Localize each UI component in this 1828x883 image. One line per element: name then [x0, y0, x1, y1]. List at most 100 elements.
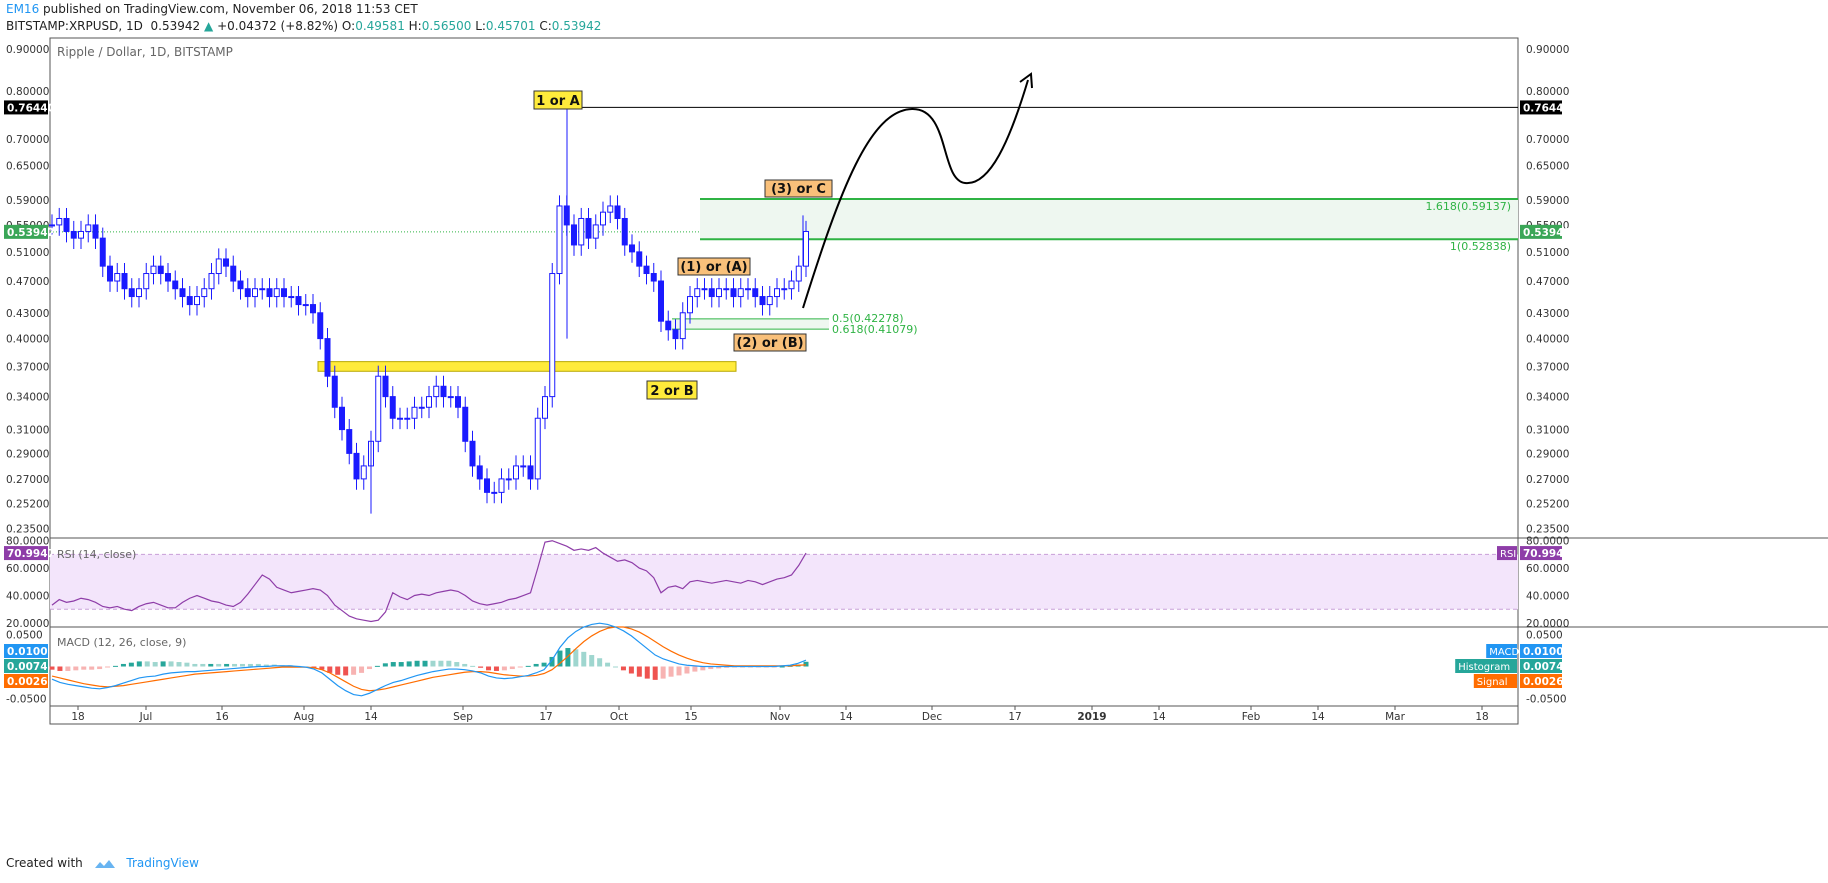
candle-body — [549, 273, 556, 398]
candle-body — [665, 320, 672, 331]
rsi-tick-label: 40.0000 — [1526, 591, 1569, 603]
candle-body — [505, 478, 512, 481]
macd-histogram-bar — [168, 661, 174, 667]
macd-histogram-bar — [509, 666, 515, 670]
macd-histogram-bar — [327, 666, 333, 673]
macd-value-tag: 0.0100 — [1523, 646, 1564, 658]
rsi-last-tag-left-bg — [4, 546, 48, 561]
wave-label-box — [677, 257, 751, 276]
macd-histogram-bar — [668, 666, 674, 677]
macd-histogram-bar — [660, 666, 666, 679]
macd-histogram-bar — [724, 666, 730, 668]
resistance-tag-left-bg — [4, 100, 48, 115]
macd-histogram-bar — [160, 661, 166, 667]
candle-body — [92, 224, 99, 239]
close-label: C: — [539, 19, 552, 33]
price-tick-label: 0.25200 — [1526, 499, 1569, 511]
candle-body — [317, 312, 324, 340]
wave-label-box — [764, 179, 833, 198]
candle-body — [788, 280, 795, 290]
tradingview-link[interactable]: TradingView — [126, 856, 199, 870]
candle-body — [658, 280, 664, 322]
open-label: O: — [341, 19, 356, 33]
macd-histogram-bar — [224, 663, 230, 667]
candle-body — [672, 329, 679, 340]
macd-histogram-bar — [446, 660, 452, 667]
macd-histogram-bar — [239, 663, 245, 667]
price-tick-label-left: 0.31000 — [6, 425, 49, 437]
candle-body — [331, 375, 338, 408]
price-tick-label: 0.37000 — [1526, 361, 1569, 373]
chart-title: Ripple / Dollar, 1D, BITSTAMP — [57, 45, 233, 59]
candle-body — [520, 465, 527, 468]
rsi-name-tag: RSI — [1500, 549, 1516, 560]
chart-area[interactable]: 0.90000 0.90000 0.80000 0.80000 0.70000 0.700… — [0, 0, 1828, 840]
macd-histogram-bar — [493, 666, 499, 671]
macd-histogram-bar — [89, 666, 95, 670]
macd-histogram-bar — [636, 666, 642, 677]
candle-body — [426, 396, 432, 408]
candle-body — [476, 465, 483, 480]
fib-label: 0.5(0.42278) — [832, 312, 904, 325]
candle-body — [629, 244, 635, 253]
author-link[interactable]: EM16 — [6, 2, 40, 16]
macd-histogram-bar — [517, 666, 523, 668]
macd-histogram-bar — [422, 660, 428, 667]
candle-body — [542, 396, 548, 419]
price-tick-label-left: 0.34000 — [6, 392, 49, 404]
macd-value-tag-left: 0.0100 — [7, 646, 48, 658]
candle-body — [223, 258, 229, 267]
candle-body — [179, 288, 186, 298]
macd-value-tag-left-bg — [4, 674, 48, 688]
time-tick-label: 18 — [1475, 711, 1488, 723]
candle-body — [266, 288, 273, 298]
candle-body — [259, 288, 266, 291]
candle-body — [114, 273, 121, 282]
tradingview-logo-icon — [94, 859, 115, 868]
candle-body — [85, 224, 92, 232]
rsi-tick-label-left: 60.0000 — [6, 563, 49, 575]
price-tick-label-left: 0.70000 — [6, 134, 49, 146]
time-tick-label: Jul — [139, 711, 153, 723]
candle-body — [737, 288, 744, 298]
candle-body — [128, 288, 135, 298]
low-label: L: — [475, 19, 486, 33]
macd-histogram-bar — [128, 662, 134, 667]
rsi-tick-label-left: 40.0000 — [6, 591, 49, 603]
candle-body — [556, 205, 563, 275]
candle-body — [404, 417, 411, 420]
time-tick-label: Sep — [453, 711, 473, 723]
price-tick-label-left: 0.90000 — [6, 44, 49, 56]
candle-body — [607, 205, 614, 213]
wave-label-box — [533, 90, 583, 110]
macd-histogram-bar — [549, 656, 555, 667]
macd-histogram-bar — [120, 663, 126, 667]
time-tick-label: 14 — [1152, 711, 1166, 723]
macd-histogram-bar — [652, 666, 658, 680]
signal-line — [51, 626, 807, 692]
macd-histogram-bar — [406, 661, 412, 667]
macd-histogram-bar — [478, 666, 484, 668]
time-tick-label: Oct — [610, 711, 628, 723]
rsi-tick-label-left: 80.0000 — [6, 536, 49, 548]
candle-body — [310, 304, 316, 314]
macd-value-tag-left: 0.0074 — [7, 661, 48, 673]
candle-body — [723, 288, 730, 291]
candle-body — [498, 478, 505, 493]
candle-body — [208, 273, 215, 290]
resistance-tag-left: 0.76440 — [7, 102, 55, 114]
rsi-tick-label-left: 20.0000 — [6, 618, 49, 630]
resistance-tag-bg — [1520, 100, 1562, 115]
candle-body — [433, 385, 440, 398]
candle-body — [143, 273, 150, 290]
time-tick-label: Nov — [770, 711, 791, 723]
last-price: 0.53942 — [150, 19, 201, 33]
candle-body — [346, 429, 353, 454]
price-tick-label: 0.65000 — [1526, 160, 1569, 172]
last-price-tag-left-bg — [4, 224, 48, 239]
macd-histogram-bar — [454, 662, 460, 667]
macd-histogram-bar — [486, 666, 492, 671]
resistance-tag: 0.76440 — [1523, 102, 1571, 114]
macd-histogram-bar — [152, 662, 158, 667]
macd-histogram-bar — [73, 666, 79, 671]
